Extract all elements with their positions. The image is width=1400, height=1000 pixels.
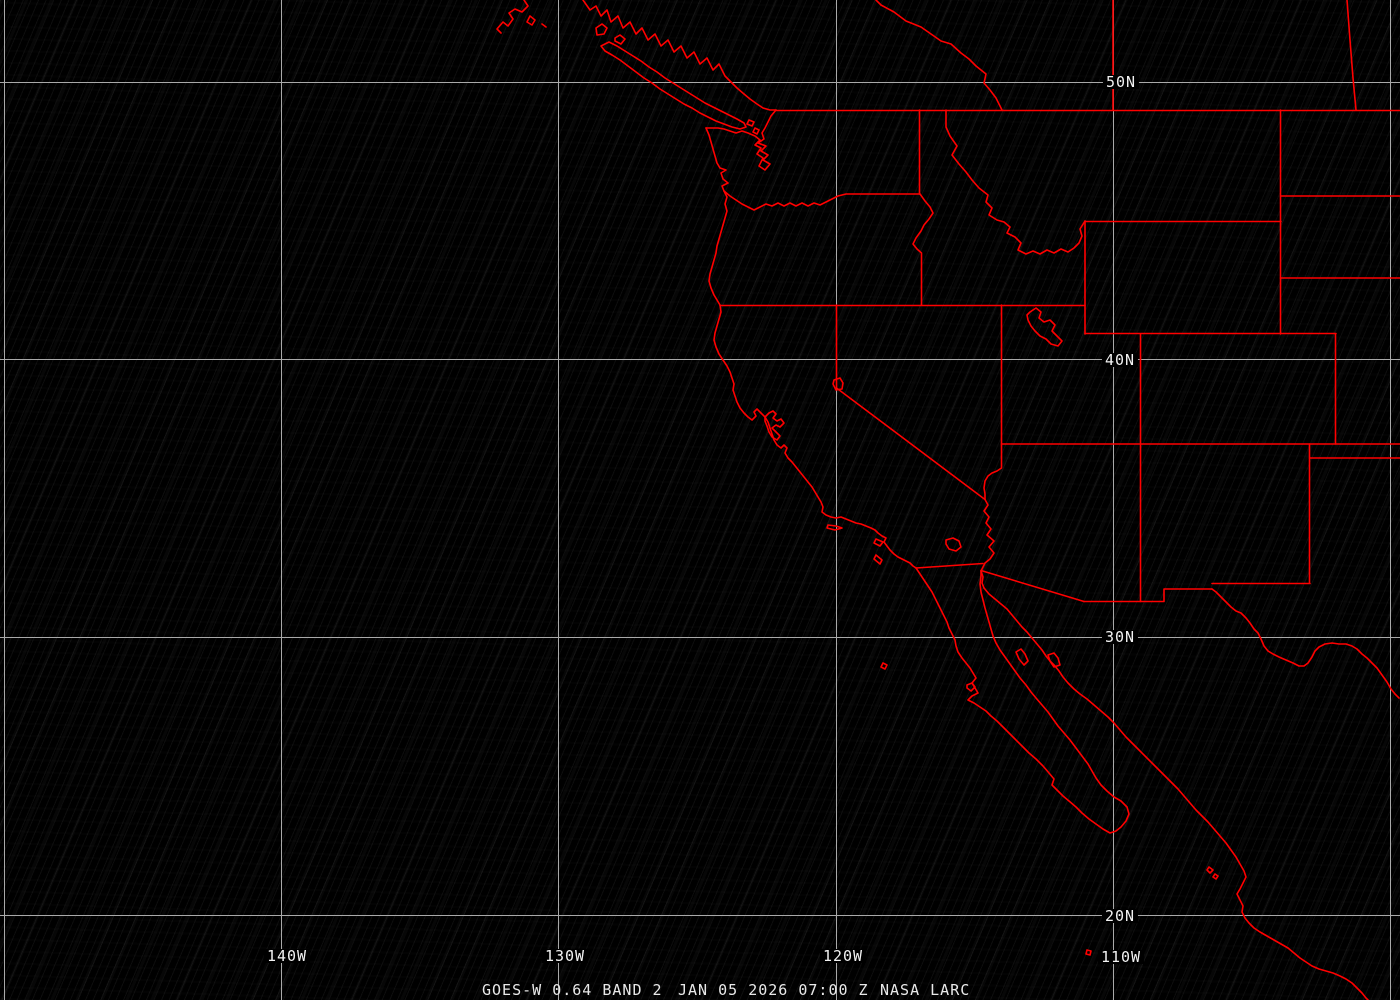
caption-datetime: JAN 05 2026 07:00 Z <box>678 981 869 999</box>
bc-mainland-coast <box>582 0 777 111</box>
salton-sea <box>945 537 962 552</box>
california-mexico-border <box>915 562 984 569</box>
lat-label-30n: 30N <box>1101 630 1139 645</box>
lat-label-50n: 50N <box>1102 75 1140 90</box>
lat-label-20n: 20N <box>1101 909 1139 924</box>
california-nevada-border <box>835 304 986 501</box>
oregon-california-coast <box>708 190 917 569</box>
lon-label-120w: 120W <box>819 949 867 964</box>
oregon-idaho-border <box>912 193 934 306</box>
lake-tahoe <box>832 377 844 391</box>
colorado-river-border <box>980 443 1003 589</box>
haida-gwaii-islands <box>496 0 547 34</box>
caption-credit: NASA LARC <box>880 981 971 999</box>
lon-label-110w: 110W <box>1097 950 1145 965</box>
lon-label-130w: 130W <box>541 949 589 964</box>
lon-label-140w: 140W <box>263 949 311 964</box>
columbia-river-wa-or-border <box>723 190 921 211</box>
guadalupe-island <box>880 662 888 670</box>
puget-sound-coast <box>705 109 777 171</box>
newmexico-mexico-border <box>1083 588 1213 603</box>
pacific-small-islands <box>1085 866 1219 956</box>
great-salt-lake <box>1026 307 1063 347</box>
idaho-montana-border <box>945 109 1086 255</box>
caption-product: GOES-W 0.64 BAND 2 <box>482 981 663 999</box>
bc-alberta-border <box>875 0 1003 111</box>
saskatchewan-manitoba-border <box>1346 0 1357 111</box>
vancouver-island <box>600 41 747 130</box>
lat-label-40n: 40N <box>1101 353 1139 368</box>
washington-pacific-coast <box>705 127 729 192</box>
channel-islands <box>826 524 884 565</box>
arizona-mexico-border <box>980 569 1085 603</box>
mexico-mainland-coast <box>983 587 1369 1000</box>
san-francisco-bay <box>764 410 785 441</box>
bc-small-islands <box>595 23 760 135</box>
rio-grande-river <box>1211 588 1400 699</box>
baja-california-peninsula <box>915 567 1130 834</box>
